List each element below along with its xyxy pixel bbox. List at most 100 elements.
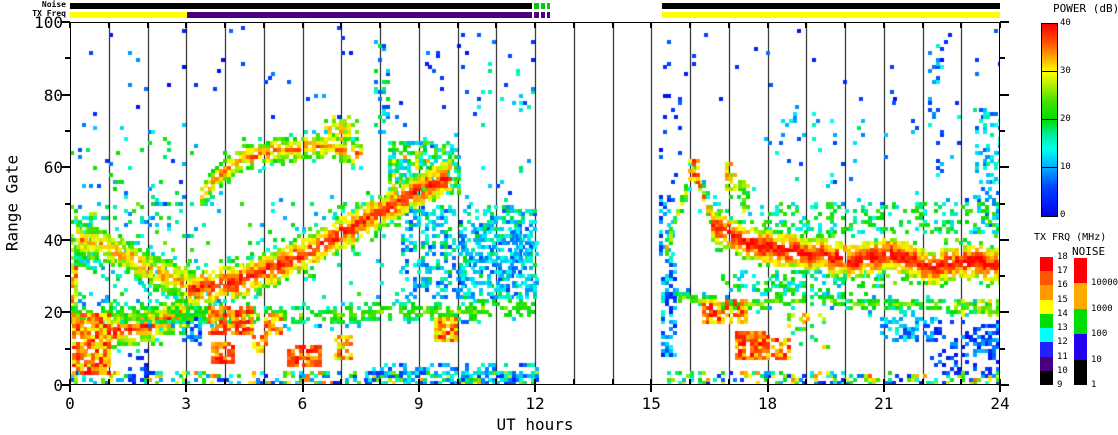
txfrq-legend-segment: [1040, 257, 1053, 272]
x-tick-label: 0: [65, 394, 75, 413]
y-tick-right: [1000, 57, 1005, 60]
x-tick-top: [534, 22, 536, 28]
x-tick-top: [844, 22, 846, 28]
rti-heatmap: [70, 22, 1000, 385]
power-colorbar-title: POWER (dB): [1053, 2, 1118, 15]
y-tick-label: 40: [43, 230, 63, 250]
txfrq-legend-segment: [1040, 356, 1053, 371]
x-tick-label: 6: [297, 394, 308, 413]
x-tick-top: [689, 22, 691, 28]
power-colorbar-tick-label: 10: [1060, 162, 1071, 172]
y-tick-left: [65, 202, 70, 205]
x-tick-label: 3: [181, 394, 192, 413]
noise-legend-segment: [1074, 283, 1087, 309]
y-tick-left: [61, 384, 70, 386]
noise-timeline-segment: [547, 3, 551, 9]
y-tick-left: [61, 311, 70, 314]
noise-timeline-segment: [662, 3, 1000, 9]
x-tick-bottom: [69, 379, 71, 385]
x-tick-bottom: [185, 379, 188, 385]
y-tick-left: [61, 166, 70, 169]
x-tick-label: 9: [413, 394, 424, 413]
y-tick-left: [61, 21, 70, 23]
x-tick-bottom: [301, 379, 304, 385]
noise-timeline-segment: [541, 3, 546, 9]
x-tick-top: [611, 22, 614, 28]
txfrq-legend-label: 16: [1057, 280, 1068, 291]
power-colorbar: [1041, 23, 1058, 217]
x-tick-top: [727, 22, 730, 28]
x-tick-top: [960, 22, 963, 28]
noise-timeline-segment: [534, 3, 539, 9]
y-tick-right: [1000, 238, 1009, 241]
x-tick-top: [185, 22, 188, 28]
power-colorbar-tick-label: 30: [1060, 66, 1071, 76]
txfrq-legend-segment: [1040, 271, 1053, 286]
y-tick-right: [1000, 275, 1005, 278]
x-tick-bottom: [262, 379, 265, 385]
power-colorbar-separator: [1041, 167, 1058, 168]
txfrq-legend-title: TX FRQ (MHz): [1034, 232, 1107, 243]
y-tick-left: [61, 238, 70, 241]
x-tick-top: [456, 22, 459, 28]
y-tick-right: [1000, 166, 1009, 169]
x-tick-bottom: [146, 379, 149, 385]
power-colorbar-tick-label: 0: [1060, 210, 1066, 220]
y-tick-label: 80: [43, 85, 63, 105]
x-tick-bottom: [766, 379, 769, 385]
x-major-tick: [69, 385, 71, 392]
txfrq-legend-label: 12: [1057, 337, 1068, 348]
x-tick-top: [766, 22, 769, 28]
txfrq-legend-label: 13: [1057, 323, 1068, 334]
y-axis-title: Range Gate: [2, 154, 22, 252]
noise-legend-label: 10000: [1091, 278, 1118, 289]
x-tick-top: [340, 22, 343, 28]
txfrq-legend-label: 17: [1057, 266, 1068, 277]
x-tick-bottom: [882, 379, 885, 385]
x-tick-bottom: [727, 379, 730, 385]
txfrq-legend-segment: [1040, 328, 1053, 343]
txfreq-timeline-segment: [547, 12, 551, 18]
y-tick-label: 0: [53, 376, 63, 395]
txfreq-timeline-segment: [662, 12, 1000, 18]
x-tick-top: [495, 22, 498, 28]
x-tick-top: [650, 22, 653, 28]
x-tick-top: [146, 22, 149, 28]
y-tick-left: [65, 57, 70, 60]
x-tick-label: 24: [990, 394, 1010, 413]
y-tick-left: [65, 275, 70, 278]
x-tick-top: [882, 22, 885, 28]
x-major-tick: [185, 385, 188, 392]
x-tick-bottom: [805, 379, 808, 385]
x-tick-bottom: [224, 379, 226, 385]
noise-timeline-segment: [70, 3, 533, 9]
txfrq-legend-label: 9: [1057, 380, 1063, 390]
x-tick-bottom: [960, 379, 963, 385]
x-tick-bottom: [456, 379, 459, 385]
x-tick-top: [921, 22, 924, 28]
txfreq-row-label: TX Freq: [32, 9, 66, 18]
noise-legend-segment: [1074, 258, 1087, 284]
x-tick-top: [224, 22, 226, 28]
x-tick-top: [379, 22, 381, 28]
txfrq-legend-label: 10: [1057, 365, 1068, 376]
x-tick-bottom: [844, 379, 846, 385]
txfrq-legend-label: 11: [1057, 351, 1068, 362]
x-tick-top: [262, 22, 265, 28]
txfreq-timeline-segment: [187, 12, 533, 18]
txfrq-legend-label: 14: [1057, 308, 1068, 319]
x-axis-title: UT hours: [496, 415, 574, 434]
x-tick-bottom: [534, 379, 536, 385]
x-major-tick: [417, 385, 420, 392]
y-tick-label: 20: [43, 303, 63, 323]
y-tick-label: 60: [43, 158, 63, 178]
noise-legend-label: 10: [1091, 354, 1102, 365]
x-tick-top: [999, 22, 1001, 28]
y-tick-right: [1000, 384, 1009, 386]
power-colorbar-tick-label: 40: [1060, 18, 1071, 28]
y-tick-right: [1000, 93, 1009, 96]
power-colorbar-separator: [1041, 119, 1058, 120]
noise-legend-label: 1000: [1091, 303, 1113, 314]
txfreq-timeline-segment: [534, 12, 539, 18]
